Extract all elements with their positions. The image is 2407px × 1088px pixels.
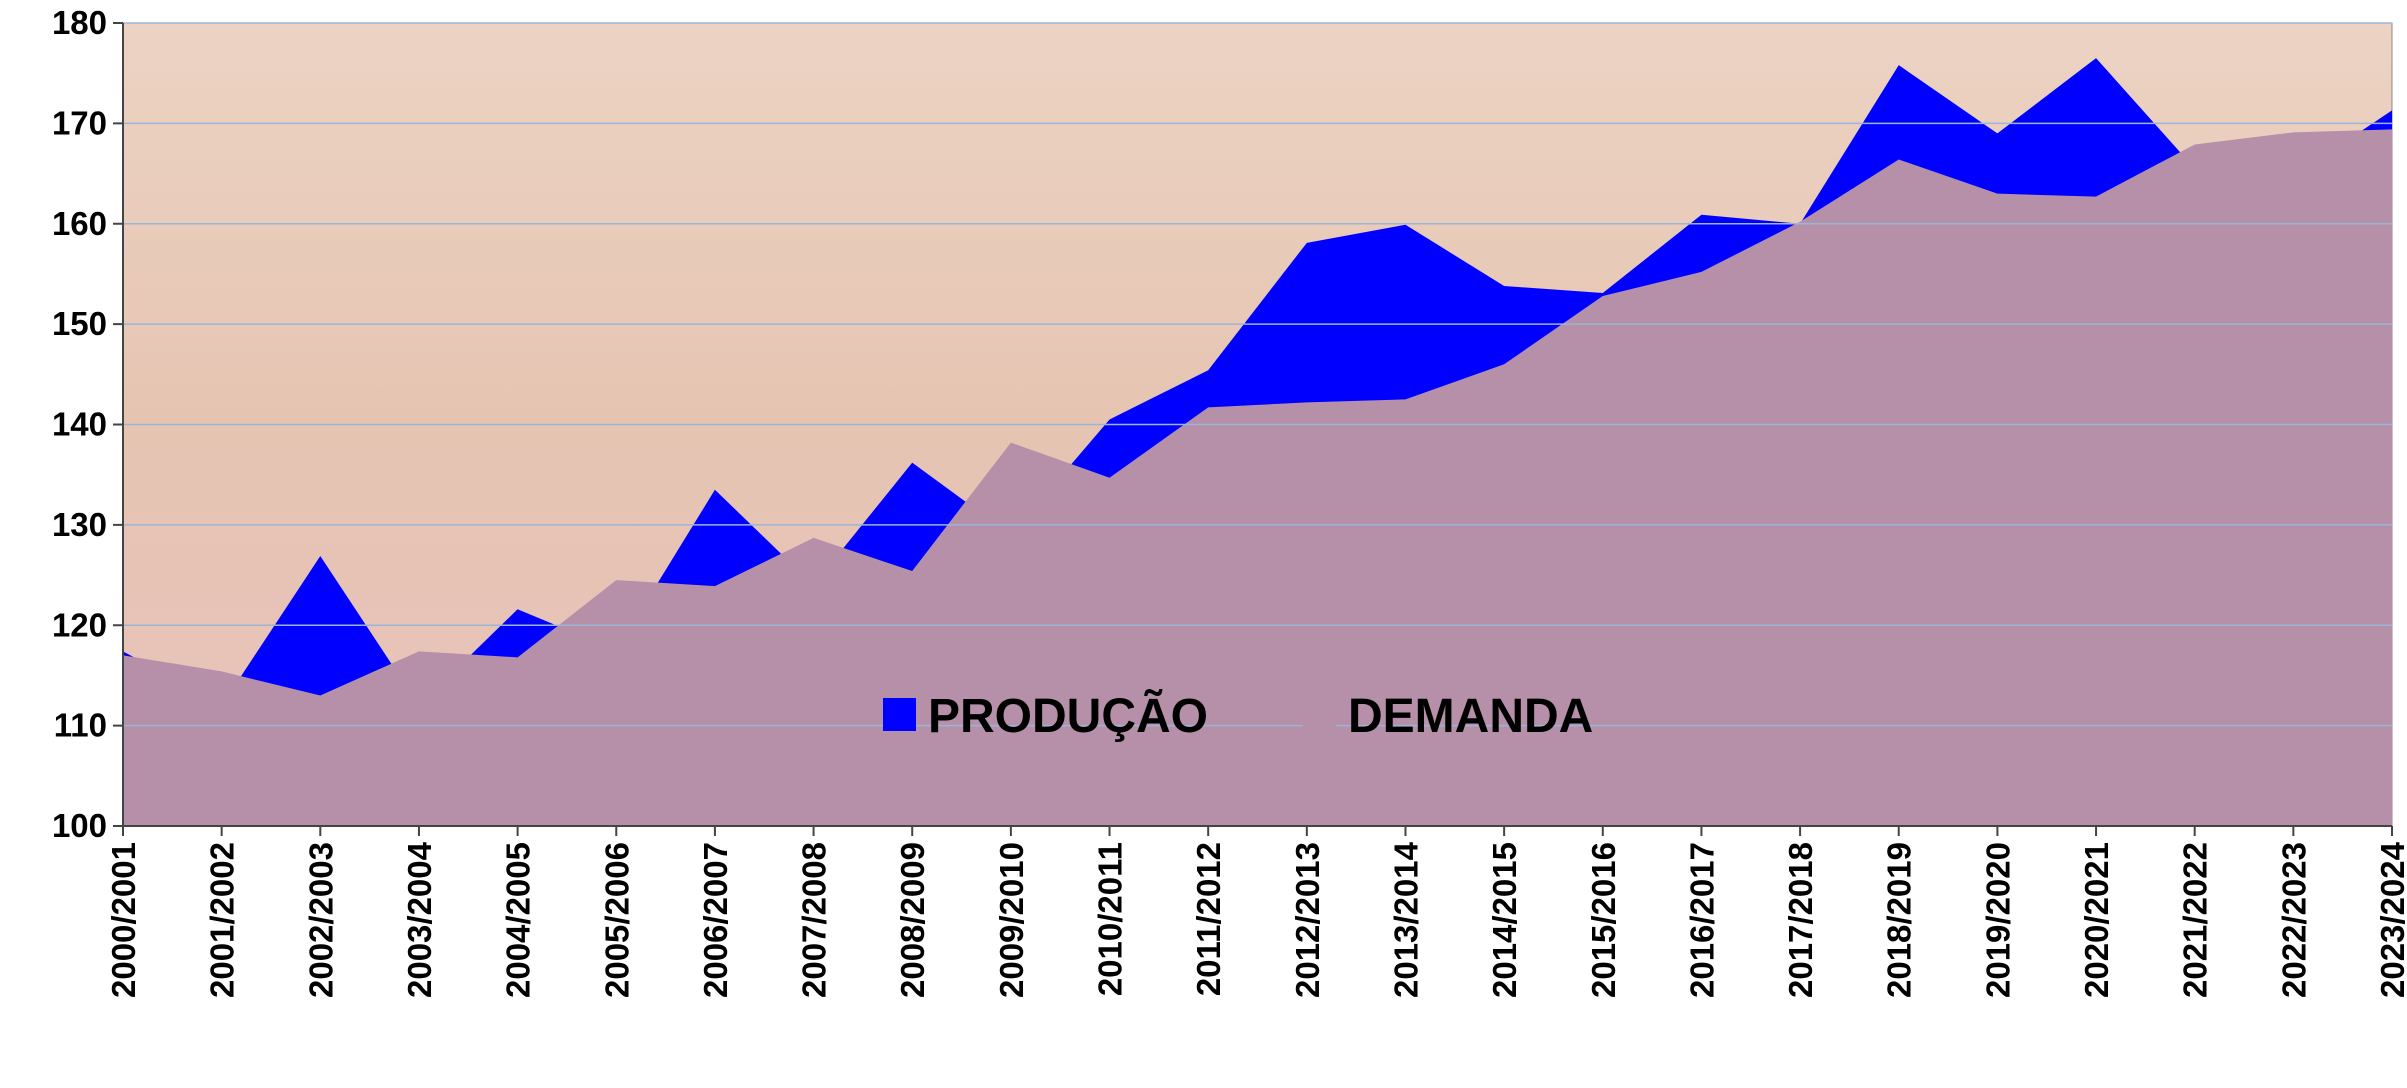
y-tick-label: 170 xyxy=(52,104,107,141)
x-tick-label: 2016/2017 xyxy=(1683,842,1720,998)
area xyxy=(123,129,2392,826)
x-tick-label: 2012/2013 xyxy=(1289,842,1326,998)
x-tick-label: 2010/2011 xyxy=(1092,842,1129,996)
legend-swatch xyxy=(1303,698,1336,731)
x-tick-label: 2007/2008 xyxy=(796,842,833,998)
y-tick-label: 130 xyxy=(52,506,107,543)
y-tick-label: 120 xyxy=(52,606,107,643)
x-tick-label: 2014/2015 xyxy=(1486,842,1523,998)
x-tick-label: 2015/2016 xyxy=(1585,842,1622,998)
x-tick-label: 2009/2010 xyxy=(993,842,1030,998)
x-tick-label: 2001/2002 xyxy=(204,842,241,998)
y-tick-label: 160 xyxy=(52,205,107,242)
x-tick-label: 2004/2005 xyxy=(500,842,537,998)
y-tick-label: 100 xyxy=(52,807,107,844)
legend-label: DEMANDA xyxy=(1348,690,1593,743)
x-tick-label: 2013/2014 xyxy=(1387,841,1424,998)
x-tick-label: 2021/2022 xyxy=(2177,842,2214,998)
x-tick-label: 2011/2012 xyxy=(1190,842,1227,996)
x-tick-label: 2005/2006 xyxy=(598,842,635,998)
x-tick-label: 2019/2020 xyxy=(1979,842,2016,998)
x-tick-label: 2006/2007 xyxy=(697,842,734,998)
x-tick-label: 2000/2001 xyxy=(105,842,142,998)
y-tick-label: 140 xyxy=(52,406,107,443)
x-tick-label: 2003/2004 xyxy=(401,841,438,998)
x-tick-label: 2017/2018 xyxy=(1782,842,1819,998)
legend-swatch xyxy=(883,698,916,731)
x-tick-label: 2022/2023 xyxy=(2275,842,2312,998)
x-tick-label: 2020/2021 xyxy=(2078,842,2115,998)
legend-label: PRODUÇÃO xyxy=(928,688,1208,743)
y-tick-label: 180 xyxy=(52,4,107,41)
x-tick-label: 2018/2019 xyxy=(1881,842,1918,998)
y-tick-label: 110 xyxy=(54,707,107,744)
x-tick-label: 2002/2003 xyxy=(302,842,339,998)
y-tick-label: 150 xyxy=(52,305,107,342)
x-tick-label: 2023/2024 xyxy=(2374,841,2407,998)
x-tick-label: 2008/2009 xyxy=(894,842,931,998)
